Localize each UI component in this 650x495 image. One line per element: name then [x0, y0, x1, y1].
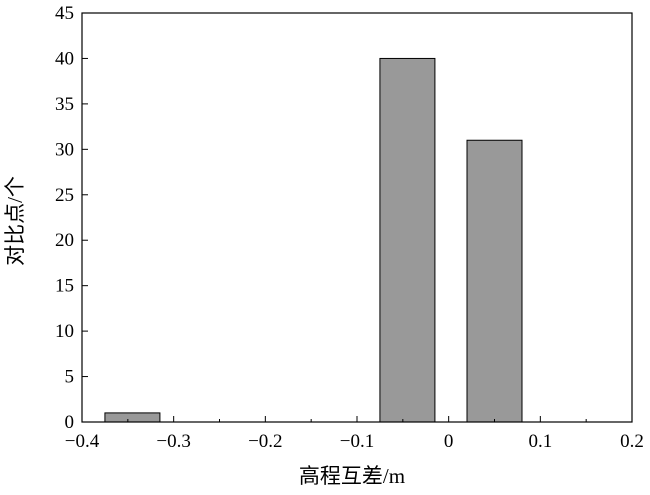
x-tick-label: 0.1 [528, 431, 552, 452]
y-tick-label: 40 [55, 48, 74, 69]
x-tick-label: 0.2 [620, 431, 644, 452]
y-tick-label: 20 [55, 230, 74, 251]
y-tick-label: 0 [65, 412, 75, 433]
y-tick-label: 10 [55, 321, 74, 342]
y-tick-label: 25 [55, 185, 74, 206]
histogram-bar-0 [104, 412, 161, 423]
histogram-bar-1 [379, 57, 436, 423]
y-tick-label: 45 [55, 3, 74, 24]
y-tick-label: 15 [55, 276, 74, 297]
plot-frame [81, 12, 633, 423]
bars-group [104, 57, 523, 423]
x-tick-label: −0.1 [340, 431, 374, 452]
y-tick-label: 5 [65, 367, 75, 388]
x-tick-label: −0.2 [248, 431, 282, 452]
x-tick-label: −0.4 [65, 431, 100, 452]
histogram-bar-2 [466, 139, 523, 423]
ticks-group: −0.4 −0.3 −0.2 −0.1 0 0.1 0.2 0 5 10 15 20 25 30 35 40 4… [55, 3, 644, 452]
y-axis-label: 对比点/个 [3, 176, 27, 266]
x-tick-label: 0 [444, 431, 454, 452]
y-tick-label: 30 [55, 139, 74, 160]
y-tick-label: 35 [55, 94, 74, 115]
x-tick-label: −0.3 [156, 431, 190, 452]
x-axis-label: 高程互差/m [299, 464, 405, 488]
